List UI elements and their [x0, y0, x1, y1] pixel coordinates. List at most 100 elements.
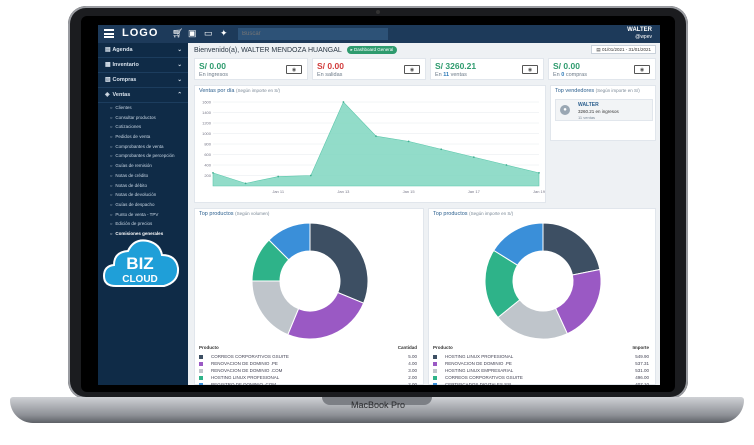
search-input[interactable]: [238, 28, 388, 40]
stat-label: En 11 ventas: [435, 72, 467, 78]
cash-icon[interactable]: ▣: [188, 28, 197, 38]
submenu-item[interactable]: Notas de débito: [98, 181, 188, 191]
data-point[interactable]: [342, 101, 345, 103]
submenu-item[interactable]: Punto de venta - TPV: [98, 210, 188, 220]
app-screen: LOGO 🛒︎ ▣ ▭ ✦ WALTER @wpev ▤ Agenda ⌄ ▦: [98, 25, 660, 385]
stat-count: 0: [561, 72, 565, 78]
logo-text-line2: CLOUD: [122, 274, 158, 285]
user-menu[interactable]: WALTER @wpev: [627, 27, 652, 41]
donut-slice[interactable]: [309, 222, 369, 304]
donut-slice[interactable]: [542, 222, 601, 276]
laptop-brand-label: MacBook Pro: [350, 400, 406, 410]
submenu-item[interactable]: Clientes: [98, 103, 188, 113]
sidebar-item-inventario[interactable]: ▦ Inventario ⌄: [98, 58, 188, 73]
product-value: 407.10: [635, 382, 649, 385]
product-value: 4.00: [408, 361, 417, 366]
data-point[interactable]: [212, 171, 214, 174]
cart-icon[interactable]: 🛒︎: [172, 28, 184, 38]
product-name: HOSTING LINUX PROFESIONAL: [445, 354, 514, 359]
table-row[interactable]: HOSTING LINUX EMPRESARIAL 531.00: [433, 368, 653, 375]
legend-swatch: [433, 355, 437, 359]
amount-table: HOSTING LINUX PROFESIONAL 549.90 RENOVACIO…: [433, 354, 653, 385]
donut-slice[interactable]: [493, 222, 544, 266]
x-tick-label: Jan 11: [272, 189, 284, 194]
submenu-item[interactable]: Pedidos de venta: [98, 132, 188, 142]
card-title: Top productos (Según volumen): [199, 211, 269, 217]
dashboard-content: Bienvenido(a), WALTER MENDOZA HUANGAL ▸ …: [192, 43, 658, 385]
seller-value: 3260.21 en ingresos: [578, 109, 619, 114]
data-point[interactable]: [277, 175, 280, 178]
product-name: HOSTING LINUX PROFESIONAL: [211, 375, 280, 380]
donut-slice[interactable]: [251, 280, 300, 336]
data-point[interactable]: [309, 174, 312, 177]
app-logo[interactable]: LOGO: [122, 27, 159, 39]
submenu-item[interactable]: Cotizaciones: [98, 122, 188, 132]
card-title: Ventas por día (Según importe en S/): [199, 88, 280, 94]
menu-icon[interactable]: [104, 29, 114, 38]
sidebar-item-agenda[interactable]: ▤ Agenda ⌄: [98, 43, 188, 58]
pin-icon[interactable]: ✦: [220, 28, 228, 38]
seller-row[interactable]: ● WALTER 3260.21 en ingresos 11 ventas: [555, 99, 653, 121]
legend-swatch: [433, 383, 437, 385]
submenu-item[interactable]: Consultar productos: [98, 113, 188, 123]
date-range-picker[interactable]: ▤ 01/01/2021 - 31/01/2021: [591, 45, 656, 54]
y-tick-label: 1000: [202, 131, 212, 136]
column-header: Cantidad: [397, 345, 417, 350]
sales-area-series: [212, 101, 540, 187]
data-point[interactable]: [244, 182, 247, 185]
product-value: 2.00: [408, 375, 417, 380]
submenu-item[interactable]: Comisiones generales: [98, 229, 188, 239]
table-row[interactable]: HOSTING LINUX PROFESIONAL 2.00: [199, 375, 421, 382]
stat-label-text: compras: [565, 72, 587, 78]
product-name: RENOVACION DE DOMINIO .PE: [211, 361, 278, 366]
table-row[interactable]: RENOVACION DE DOMINIO .PE 537.31: [433, 361, 653, 368]
table-row[interactable]: HOSTING LINUX PROFESIONAL 549.90: [433, 354, 653, 361]
avatar: ●: [560, 105, 570, 115]
legend-swatch: [199, 369, 203, 373]
data-point[interactable]: [440, 148, 443, 151]
stat-label-text: En: [553, 72, 560, 78]
data-point[interactable]: [375, 135, 377, 138]
product-value: 5.00: [408, 354, 417, 359]
table-row[interactable]: CORREOS CORPORATIVOS GSUITE 5.00: [199, 354, 421, 361]
card-title-text: Ventas por día: [199, 88, 235, 94]
submenu-item[interactable]: Comprobantes de percepción: [98, 151, 188, 161]
submenu-item[interactable]: Notas de devolución: [98, 190, 188, 200]
submenu-item[interactable]: Guías de remisión: [98, 161, 188, 171]
data-point[interactable]: [472, 156, 475, 159]
y-tick-label: 1400: [202, 110, 212, 115]
volume-donut-chart: [251, 222, 369, 340]
data-point[interactable]: [538, 171, 540, 174]
submenu-item[interactable]: Comprobantes de venta: [98, 142, 188, 152]
card-title: Top vendedores (Según importe en S/): [555, 88, 640, 94]
tag-icon: ◈: [105, 92, 110, 98]
sidebar-item-compras[interactable]: ▧ Compras ⌄: [98, 73, 188, 88]
stat-card-ingresos: S/ 0.00 En ingresos ◉: [194, 58, 308, 80]
legend-swatch: [199, 376, 203, 380]
table-row[interactable]: CORREOS CORPORATIVOS GSUITE 496.00: [433, 375, 653, 382]
dashboard-badge[interactable]: ▸ Dashboard General: [346, 46, 398, 54]
data-point[interactable]: [505, 164, 508, 166]
product-value: 531.00: [635, 368, 649, 373]
stat-amount: S/ 0.00: [199, 61, 226, 71]
data-point[interactable]: [407, 140, 410, 143]
y-tick-label: 200: [204, 173, 211, 178]
table-row[interactable]: RENOVACION DE DOMINIO .PE 4.00: [199, 361, 421, 368]
submenu-item[interactable]: Edición de precios: [98, 219, 188, 229]
stat-label-text: En salidas: [317, 72, 343, 78]
submenu-item[interactable]: Notas de crédito: [98, 171, 188, 181]
table-row[interactable]: RENOVACION DE DOMINIO .COM 3.00: [199, 368, 421, 375]
donut-slice[interactable]: [268, 222, 311, 261]
stat-label: En 0 compras: [553, 72, 587, 78]
table-row[interactable]: CERTIFICADOS DIGITALES SSL 407.10: [433, 382, 653, 385]
y-tick-label: 600: [204, 152, 211, 157]
submenu-item[interactable]: Guías de despacho: [98, 200, 188, 210]
card-title: Top productos (Según importe en S/): [433, 211, 513, 217]
welcome-text: Bienvenido(a), WALTER MENDOZA HUANGAL: [194, 46, 342, 54]
table-row[interactable]: REGISTRO DE DOMINIO .COM 2.00: [199, 382, 421, 385]
chevron-up-icon: ⌃: [177, 92, 182, 98]
box-icon: ▦: [105, 62, 111, 68]
donut-slice[interactable]: [287, 291, 365, 340]
sidebar-item-ventas[interactable]: ◈ Ventas ⌃: [98, 88, 188, 103]
monitor-icon[interactable]: ▭: [204, 28, 213, 38]
